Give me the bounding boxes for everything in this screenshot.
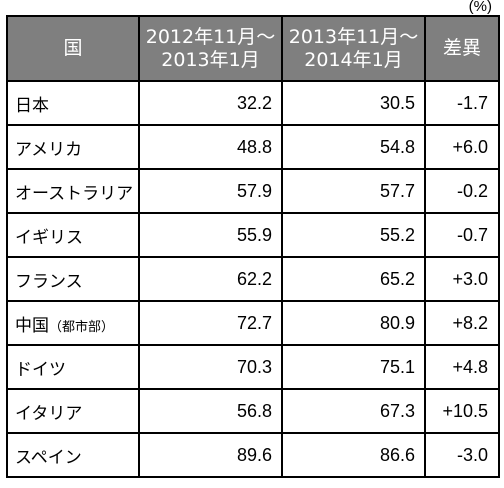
table-row: ドイツ 70.3 75.1 +4.8 <box>6 344 500 390</box>
comparison-table: 国 2012年11月～ 2013年1月 2013年11月～ 2014年1月 差異… <box>6 15 500 478</box>
value-2013-2014-cell: 86.6 <box>281 432 426 478</box>
table-row: フランス 62.2 65.2 +3.0 <box>6 256 500 302</box>
header-period-2012-2013-line1: 2012年11月～ <box>145 25 276 48</box>
header-period-2013-2014: 2013年11月～ 2014年1月 <box>281 15 426 82</box>
value-2013-2014-cell: 67.3 <box>281 388 426 434</box>
header-period-2012-2013-line2: 2013年1月 <box>161 48 260 71</box>
difference-cell: +3.0 <box>424 256 500 302</box>
header-period-2013-2014-line1: 2013年11月～ <box>288 25 419 48</box>
table-body: 日本 32.2 30.5 -1.7 アメリカ 48.8 54.8 +6.0 オーストラリア 57.… <box>6 80 500 478</box>
country-name: 日本 <box>15 95 49 116</box>
table-row: 日本 32.2 30.5 -1.7 <box>6 80 500 126</box>
header-period-2012-2013: 2012年11月～ 2013年1月 <box>138 15 283 82</box>
country-name: ドイツ <box>15 359 66 380</box>
difference-cell: +4.8 <box>424 344 500 390</box>
header-difference: 差異 <box>424 15 500 82</box>
country-name: スペイン <box>15 447 82 468</box>
unit-label: (%) <box>468 0 492 15</box>
value-2013-2014-cell: 80.9 <box>281 300 426 346</box>
value-2013-2014-cell: 55.2 <box>281 212 426 258</box>
table-row: 中国（都市部） 72.7 80.9 +8.2 <box>6 300 500 346</box>
country-name: アメリカ <box>15 139 83 160</box>
value-2012-2013-cell: 56.8 <box>138 388 283 434</box>
table-header: 国 2012年11月～ 2013年1月 2013年11月～ 2014年1月 差異 <box>6 15 500 82</box>
country-cell: 日本 <box>6 80 140 126</box>
country-cell: オーストラリア <box>6 168 140 214</box>
difference-cell: -1.7 <box>424 80 500 126</box>
country-name: イギリス <box>15 227 83 248</box>
difference-cell: -3.0 <box>424 432 500 478</box>
difference-cell: +10.5 <box>424 388 500 434</box>
country-note: （都市部） <box>49 319 115 335</box>
country-name: フランス <box>15 271 83 292</box>
header-row: 国 2012年11月～ 2013年1月 2013年11月～ 2014年1月 差異 <box>6 15 500 82</box>
country-name: オーストラリア <box>15 183 134 204</box>
difference-cell: +8.2 <box>424 300 500 346</box>
difference-cell: -0.2 <box>424 168 500 214</box>
value-2012-2013-cell: 32.2 <box>138 80 283 126</box>
value-2012-2013-cell: 70.3 <box>138 344 283 390</box>
table-row: イタリア 56.8 67.3 +10.5 <box>6 388 500 434</box>
country-cell: アメリカ <box>6 124 140 170</box>
value-2013-2014-cell: 30.5 <box>281 80 426 126</box>
country-name: 中国 <box>15 315 49 336</box>
value-2012-2013-cell: 57.9 <box>138 168 283 214</box>
value-2012-2013-cell: 48.8 <box>138 124 283 170</box>
value-2012-2013-cell: 55.9 <box>138 212 283 258</box>
country-cell: 中国（都市部） <box>6 300 140 346</box>
value-2013-2014-cell: 75.1 <box>281 344 426 390</box>
value-2013-2014-cell: 57.7 <box>281 168 426 214</box>
difference-cell: +6.0 <box>424 124 500 170</box>
table-row: イギリス 55.9 55.2 -0.7 <box>6 212 500 258</box>
table-row: スペイン 89.6 86.6 -3.0 <box>6 432 500 478</box>
country-cell: スペイン <box>6 432 140 478</box>
country-cell: イギリス <box>6 212 140 258</box>
value-2012-2013-cell: 72.7 <box>138 300 283 346</box>
difference-cell: -0.7 <box>424 212 500 258</box>
value-2013-2014-cell: 65.2 <box>281 256 426 302</box>
country-cell: イタリア <box>6 388 140 434</box>
header-period-2013-2014-line2: 2014年1月 <box>304 48 403 71</box>
table-row: アメリカ 48.8 54.8 +6.0 <box>6 124 500 170</box>
table-row: オーストラリア 57.9 57.7 -0.2 <box>6 168 500 214</box>
country-cell: ドイツ <box>6 344 140 390</box>
country-cell: フランス <box>6 256 140 302</box>
value-2012-2013-cell: 62.2 <box>138 256 283 302</box>
country-name: イタリア <box>15 403 83 424</box>
value-2012-2013-cell: 89.6 <box>138 432 283 478</box>
header-country: 国 <box>6 15 140 82</box>
value-2013-2014-cell: 54.8 <box>281 124 426 170</box>
